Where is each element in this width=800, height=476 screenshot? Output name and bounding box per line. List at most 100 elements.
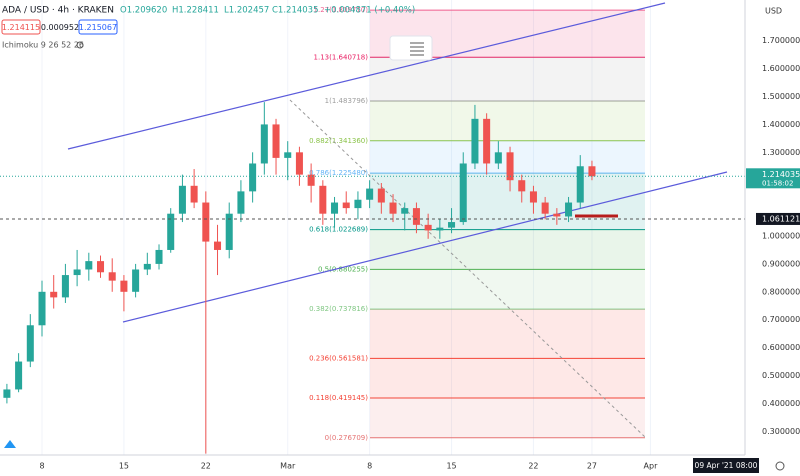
time-axis	[0, 455, 800, 476]
candle-body	[214, 241, 222, 250]
bid[interactable]: 1.214115	[2, 23, 40, 32]
price-lines	[0, 175, 745, 220]
spread: 0.000952	[41, 23, 79, 32]
y-tick-label: 0.600000	[762, 343, 800, 352]
y-tick-label: 1.000000	[762, 232, 800, 241]
candle-body	[377, 188, 385, 203]
candle-body	[38, 291, 46, 326]
crosshair-time-box	[693, 458, 759, 473]
settings-icon[interactable]	[775, 461, 785, 471]
last-price-label: 1.214035	[762, 170, 800, 179]
candle-body	[541, 202, 549, 214]
candle-body	[366, 188, 374, 200]
x-tick-label: 8	[367, 462, 372, 471]
candle-body	[61, 275, 69, 298]
fib-label: 1.13(1.640718)	[314, 53, 369, 61]
fib-label: 1.27(1.809710)	[314, 6, 369, 14]
candle-body	[529, 191, 537, 203]
fib-label: 0.118(0.419145)	[309, 394, 368, 402]
candle-body	[26, 325, 34, 362]
y-tick-label: 0.500000	[762, 371, 800, 380]
candle-body	[190, 185, 198, 203]
y-tick-label: 1.300000	[762, 148, 800, 157]
close: C1.214035	[272, 6, 319, 16]
candle-body	[471, 118, 479, 164]
candle-body	[167, 213, 175, 250]
fib-band	[370, 358, 645, 399]
candle-body	[389, 202, 397, 214]
fib-label: 1(1.483796)	[325, 97, 369, 105]
candle-body	[342, 202, 350, 209]
marker-price-label: 1.061121	[762, 214, 800, 223]
y-tick-label: 0.400000	[762, 399, 800, 408]
candle-body	[295, 152, 303, 175]
candle-body	[436, 227, 444, 231]
x-tick-label: 15	[119, 462, 129, 471]
candle-body	[50, 291, 58, 298]
axes: 1.700000 1.600000 1.500000 1.400000 1.300000…	[39, 36, 800, 473]
candle-body	[260, 124, 268, 164]
x-tick-label: 15	[446, 462, 456, 471]
candle-body	[307, 174, 315, 186]
candle-body	[15, 361, 23, 390]
fib-label: 0.236(0.561581)	[309, 354, 368, 362]
fib-label: 0.786(1.225480)	[309, 169, 368, 177]
high: H1.228411	[172, 6, 219, 16]
low: L1.202457	[224, 6, 269, 16]
x-tick-label: 22	[528, 462, 538, 471]
ask-box[interactable]	[78, 19, 118, 35]
ask[interactable]: 1.215067	[79, 23, 117, 32]
candle-body	[202, 202, 210, 242]
channel-top	[67, 2, 666, 150]
indicator: Ichimoku 9 26 52 26	[2, 41, 84, 50]
fib-band	[370, 398, 645, 438]
x-tick-label: 27	[587, 462, 597, 471]
candle-body	[553, 213, 561, 217]
candle-body	[143, 263, 151, 270]
toolbar-icon	[410, 42, 424, 56]
candle-body	[178, 185, 186, 214]
fib-band	[370, 269, 645, 310]
open: O1.209620	[120, 6, 167, 16]
fib-retracement: 1.27(1.809710) 1.13(1.640718) 1(1.483796) 0…	[309, 6, 645, 442]
eye-icon[interactable]	[76, 41, 84, 49]
y-tick-label: 0.700000	[762, 315, 800, 324]
candle-body	[73, 269, 81, 276]
x-tick-label: 22	[201, 462, 211, 471]
candle-body	[401, 208, 409, 214]
candle-body	[85, 261, 93, 270]
candle-body	[506, 152, 514, 181]
marker-price-box	[756, 212, 800, 225]
candle-body	[108, 272, 116, 281]
y-tick-label: 0.800000	[762, 287, 800, 296]
candle-body	[494, 152, 502, 164]
y-tick-label: 1.700000	[762, 36, 800, 45]
bid-box[interactable]	[1, 19, 41, 35]
candle-body	[249, 163, 257, 192]
fib-band	[370, 229, 645, 270]
fib-band	[370, 309, 645, 359]
x-tick-label: Mar	[280, 462, 296, 471]
candle-body	[155, 249, 163, 264]
currency: USD	[765, 7, 782, 16]
candle-body	[565, 202, 573, 217]
candle-body	[483, 118, 491, 164]
candle-body	[576, 166, 584, 203]
fib-band	[370, 57, 645, 102]
fib-label: 0.5(0.880255)	[318, 265, 368, 273]
channel-bottom	[122, 171, 728, 323]
price-axis	[745, 0, 800, 476]
drawing-toolbar[interactable]	[389, 35, 433, 61]
candles	[3, 102, 596, 454]
fib-label: 0.618(1.022689)	[309, 226, 368, 234]
candle-body	[424, 224, 432, 231]
countdown: 01:58:02	[762, 179, 793, 187]
y-tick-label: 1.600000	[762, 64, 800, 73]
candle-body	[459, 163, 467, 223]
logo[interactable]	[4, 440, 16, 448]
candle-body	[132, 269, 140, 292]
y-tick-label: 0.900000	[762, 259, 800, 268]
candle-body	[120, 280, 128, 292]
